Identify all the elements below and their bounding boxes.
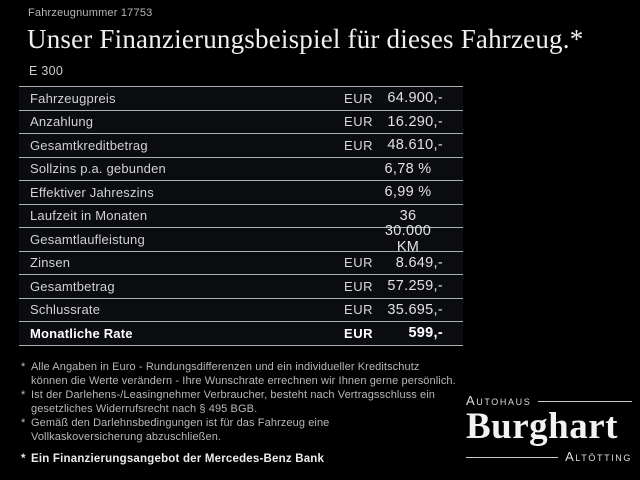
row-label: Zinsen: [30, 255, 71, 271]
row-value: 57.259,-: [387, 278, 443, 295]
table-row: Monatliche Rate EUR 599,-: [19, 322, 463, 346]
financing-bank-note: * Ein Finanzierungsangebot der Mercedes-…: [21, 452, 457, 466]
table-row: Zinsen EUR 8.649,-: [19, 251, 463, 275]
table-row: Gesamtlaufleistung 30.000 KM: [19, 223, 463, 255]
logo-autohaus-text: Autohaus: [466, 393, 532, 408]
currency-label: EUR: [344, 137, 373, 153]
asterisk-marker: *: [21, 389, 26, 401]
table-row: Anzahlung EUR 16.290,-: [19, 110, 463, 134]
footnote-text: Ist der Darlehens-/Leasingnehmer Verbrau…: [31, 389, 436, 415]
row-label: Gesamtlaufleistung: [30, 231, 145, 247]
table-row: Sollzins p.a. gebunden 6,78 %: [19, 157, 463, 181]
row-label: Monatliche Rate: [30, 325, 133, 341]
row-value: 36: [399, 207, 417, 224]
row-label: Fahrzeugpreis: [30, 90, 116, 106]
footnote-item: * Alle Angaben in Euro - Rundungsdifferen…: [21, 360, 457, 388]
table-row: Gesamtkreditbetrag EUR 48.610,-: [19, 134, 463, 158]
table-row: Gesamtbetrag EUR 57.259,-: [19, 275, 463, 299]
dealer-logo: Autohaus Burghart Altötting: [466, 393, 632, 464]
row-label: Schlussrate: [30, 302, 101, 318]
row-value: 16.290,-: [387, 113, 443, 130]
row-value: 30.000 KM: [384, 223, 432, 256]
row-label: Laufzeit in Monaten: [30, 208, 148, 224]
asterisk-marker: *: [21, 453, 26, 465]
logo-bottom-row: Altötting: [466, 449, 632, 464]
row-label: Sollzins p.a. gebunden: [30, 161, 166, 177]
logo-dealer-name: Burghart: [466, 406, 618, 447]
table-row: Effektiver Jahreszins 6,99 %: [19, 181, 463, 205]
footnote-item: * Gemäß den Darlehnsbedingungen ist für d…: [21, 416, 457, 444]
footnote-text: Alle Angaben in Euro - Rundungsdifferenz…: [31, 361, 456, 387]
currency-label: EUR: [344, 278, 373, 294]
row-value: 599,-: [408, 325, 443, 342]
row-value: 6,78 %: [384, 160, 432, 177]
row-value: 48.610,-: [387, 137, 443, 154]
row-label: Gesamtkreditbetrag: [30, 137, 148, 153]
currency-label: EUR: [344, 255, 373, 271]
row-value: 64.900,-: [387, 90, 443, 107]
row-label: Effektiver Jahreszins: [30, 184, 154, 200]
table-row: Schlussrate EUR 35.695,-: [19, 298, 463, 322]
row-value: 35.695,-: [387, 301, 443, 318]
footnote-item: * Ist der Darlehens-/Leasingnehmer Verbra…: [21, 388, 457, 416]
logo-location-text: Altötting: [565, 449, 632, 464]
financing-bank-note-text: Ein Finanzierungsangebot der Mercedes-Be…: [31, 453, 325, 465]
footnotes: * Alle Angaben in Euro - Rundungsdifferen…: [21, 360, 457, 444]
currency-label: EUR: [344, 90, 373, 106]
currency-label: EUR: [344, 114, 373, 130]
finance-table: Fahrzeugpreis EUR 64.900,- Anzahlung EUR 16.2…: [19, 86, 463, 346]
row-value: 6,99 %: [384, 184, 432, 201]
table-row: Laufzeit in Monaten 36: [19, 204, 463, 228]
vehicle-model: E 300: [29, 64, 64, 78]
footnote-text: Gemäß den Darlehnsbedingungen ist für da…: [31, 417, 330, 443]
row-label: Gesamtbetrag: [30, 278, 115, 294]
logo-top-row: Autohaus: [466, 393, 632, 408]
asterisk-marker: *: [21, 417, 26, 429]
asterisk-marker: *: [21, 361, 26, 373]
row-value: 8.649,-: [395, 254, 443, 271]
page-title: Unser Finanzierungsbeispiel für dieses F…: [27, 24, 584, 54]
logo-rule-bottom: [466, 456, 559, 458]
vehicle-number: Fahrzeugnummer 17753: [28, 7, 153, 19]
table-row: Fahrzeugpreis EUR 64.900,-: [19, 87, 463, 111]
currency-label: EUR: [344, 302, 373, 318]
row-label: Anzahlung: [30, 114, 94, 130]
currency-label: EUR: [344, 325, 373, 341]
logo-rule-top: [538, 400, 632, 402]
